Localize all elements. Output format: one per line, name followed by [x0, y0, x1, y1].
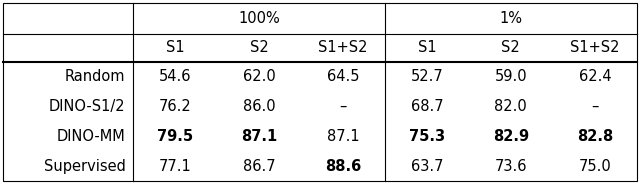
Text: 87.1: 87.1: [241, 129, 277, 144]
Text: 75.0: 75.0: [579, 159, 611, 174]
Text: 63.7: 63.7: [411, 159, 443, 174]
Text: S1+S2: S1+S2: [570, 40, 620, 55]
Text: 73.6: 73.6: [495, 159, 527, 174]
Text: 54.6: 54.6: [159, 69, 191, 84]
Text: S2: S2: [502, 40, 520, 55]
Text: 76.2: 76.2: [159, 99, 191, 114]
Text: –: –: [591, 99, 598, 114]
Text: 86.0: 86.0: [243, 99, 275, 114]
Text: 88.6: 88.6: [325, 159, 361, 174]
Text: 87.1: 87.1: [326, 129, 359, 144]
Text: –: –: [339, 99, 347, 114]
Text: DINO-S1/2: DINO-S1/2: [49, 99, 125, 114]
Text: DINO-MM: DINO-MM: [57, 129, 125, 144]
Text: 100%: 100%: [238, 11, 280, 26]
Text: 77.1: 77.1: [159, 159, 191, 174]
Text: 82.0: 82.0: [495, 99, 527, 114]
Text: 62.0: 62.0: [243, 69, 275, 84]
Text: S1: S1: [418, 40, 436, 55]
Text: 86.7: 86.7: [243, 159, 275, 174]
Text: Supervised: Supervised: [44, 159, 125, 174]
Text: 62.4: 62.4: [579, 69, 611, 84]
Text: 64.5: 64.5: [326, 69, 359, 84]
Text: 1%: 1%: [499, 11, 522, 26]
Text: 68.7: 68.7: [411, 99, 444, 114]
Text: 75.3: 75.3: [409, 129, 445, 144]
Text: 82.9: 82.9: [493, 129, 529, 144]
Text: S2: S2: [250, 40, 268, 55]
Text: 59.0: 59.0: [495, 69, 527, 84]
Text: 79.5: 79.5: [157, 129, 193, 144]
Text: 52.7: 52.7: [410, 69, 444, 84]
Text: S1: S1: [166, 40, 184, 55]
Text: Random: Random: [65, 69, 125, 84]
Text: 82.8: 82.8: [577, 129, 613, 144]
Text: S1+S2: S1+S2: [318, 40, 368, 55]
